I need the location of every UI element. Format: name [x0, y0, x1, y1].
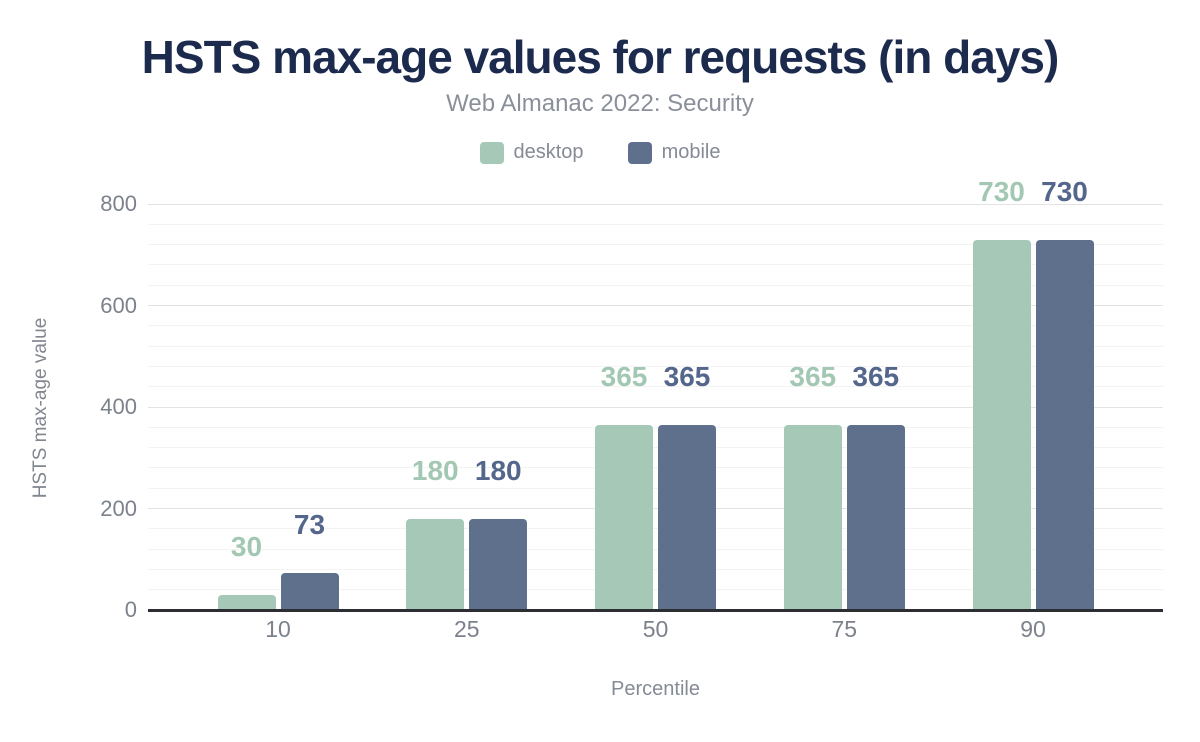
minor-gridline: [148, 386, 1163, 388]
minor-gridline: [148, 244, 1163, 246]
value-label-mobile: 73: [293, 508, 326, 540]
value-label-mobile: 730: [1041, 175, 1088, 207]
minor-gridline: [148, 568, 1163, 570]
minor-gridline: [148, 589, 1163, 591]
y-tick-label: 600: [100, 292, 137, 318]
mobile-swatch-icon: [627, 141, 652, 164]
major-gridline: [148, 508, 1163, 509]
bar-desktop-p90[interactable]: [972, 239, 1031, 610]
bar-column-desktop: 180: [406, 454, 465, 610]
plot-area: 30 73 180 180 365 365 365 365 730 730: [148, 177, 1163, 610]
value-label-desktop: 365: [789, 360, 837, 392]
minor-gridline: [148, 467, 1163, 469]
bar-group-p10: 30 73: [217, 508, 339, 610]
bar-column-mobile: 365: [846, 360, 905, 610]
chart-title: HSTS max-age values for requests (in day…: [141, 31, 1060, 83]
minor-gridline: [148, 325, 1163, 327]
bar-column-desktop: 365: [783, 360, 842, 610]
bar-column-desktop: 30: [217, 530, 276, 610]
value-label-desktop: 30: [230, 530, 263, 562]
bar-column-desktop: 365: [595, 360, 653, 610]
legend-item-mobile[interactable]: mobile: [627, 141, 721, 164]
minor-gridline: [148, 426, 1163, 428]
bar-column-desktop: 730: [972, 175, 1031, 610]
y-tick-label: 400: [100, 394, 137, 419]
major-gridline: [148, 203, 1163, 205]
minor-gridline: [148, 447, 1163, 449]
bar-group-p75: 365 365: [783, 360, 905, 610]
x-axis-title: Percentile: [611, 678, 700, 700]
bar-column-mobile: 73: [280, 508, 339, 610]
bar-mobile-p25[interactable]: [469, 518, 528, 610]
value-label-mobile: 365: [663, 360, 711, 392]
desktop-swatch-icon: [479, 141, 504, 164]
bar-column-mobile: 365: [658, 360, 716, 610]
minor-gridline: [148, 264, 1163, 266]
value-label-mobile: 365: [852, 360, 900, 392]
legend: desktop mobile: [0, 141, 1200, 164]
x-tick-label: 90: [1020, 616, 1046, 642]
bar-group-p50: 365 365: [595, 360, 716, 610]
value-label-desktop: 365: [600, 360, 648, 392]
minor-gridline: [148, 223, 1163, 225]
bar-mobile-p10[interactable]: [280, 572, 339, 610]
minor-gridline: [148, 528, 1163, 530]
major-gridline: [148, 305, 1163, 306]
y-tick-label: 800: [100, 191, 137, 216]
x-axis-line: [148, 609, 1163, 612]
y-tick-label: 0: [124, 597, 137, 622]
legend-label-desktop: desktop: [513, 141, 584, 163]
minor-gridline: [148, 548, 1163, 550]
legend-label-mobile: mobile: [661, 141, 721, 163]
y-tick-label: 200: [100, 495, 137, 521]
bar-desktop-p25[interactable]: [406, 518, 465, 610]
bar-desktop-p75[interactable]: [783, 424, 842, 610]
x-tick-label: 50: [642, 616, 669, 642]
bar-mobile-p75[interactable]: [846, 424, 905, 610]
bar-column-mobile: 730: [1035, 175, 1094, 610]
bar-group-p90: 730 730: [972, 175, 1094, 610]
bar-group-p25: 180 180: [406, 454, 528, 610]
bar-desktop-p50[interactable]: [595, 424, 653, 610]
x-tick-label: 75: [831, 616, 858, 642]
legend-item-desktop[interactable]: desktop: [479, 141, 584, 164]
bar-mobile-p50[interactable]: [658, 424, 716, 610]
bar-desktop-p10[interactable]: [217, 594, 276, 610]
x-tick-label: 10: [265, 616, 291, 642]
value-label-desktop: 180: [411, 454, 459, 486]
bar-column-mobile: 180: [469, 454, 528, 610]
minor-gridline: [148, 284, 1163, 286]
major-gridline: [148, 406, 1163, 408]
minor-gridline: [148, 487, 1163, 489]
chart-subtitle: Web Almanac 2022: Security: [446, 90, 754, 117]
bar-mobile-p90[interactable]: [1035, 239, 1094, 610]
value-label-desktop: 730: [978, 175, 1025, 207]
x-tick-label: 25: [453, 616, 480, 642]
value-label-mobile: 180: [474, 454, 522, 486]
minor-gridline: [148, 365, 1163, 367]
minor-gridline: [148, 345, 1163, 347]
